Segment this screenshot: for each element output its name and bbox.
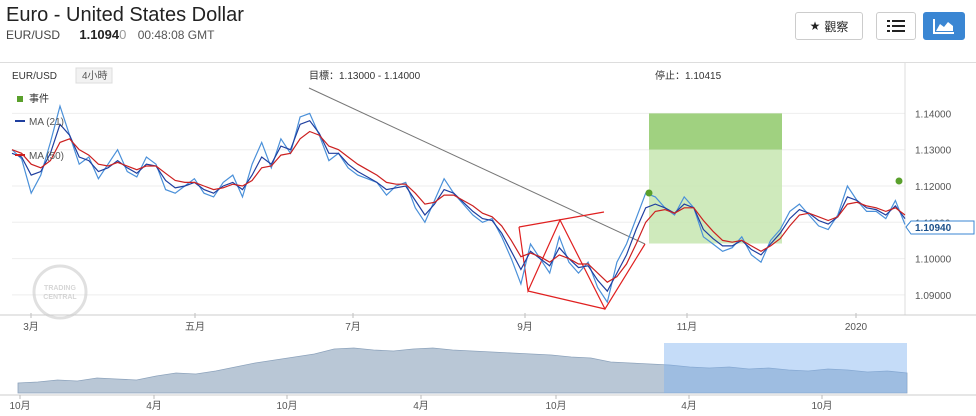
price-series-line — [11, 103, 906, 304]
x-tick-label: 9月 — [517, 321, 533, 333]
trend-line — [308, 87, 646, 245]
target-zone — [649, 113, 782, 150]
svg-text:CENTRAL: CENTRAL — [43, 294, 77, 301]
navigator[interactable]: 10月 4月 10月 4月 10月 4月 10月 — [9, 343, 908, 412]
y-tick-label: 1.13000 — [915, 146, 952, 157]
grid-lines — [12, 63, 906, 315]
area-chart-icon — [933, 19, 954, 34]
navigator-labels: 10月 4月 10月 4月 10月 4月 10月 — [9, 395, 833, 412]
quote-time: 00:48:08 GMT — [137, 28, 215, 42]
x-tick-label: 五月 — [185, 321, 205, 333]
interval-selector[interactable] — [75, 67, 113, 84]
list-view-button[interactable] — [876, 12, 916, 40]
svg-text:TRADING: TRADING — [44, 285, 76, 292]
chart-view-button[interactable] — [923, 12, 965, 40]
navigator-label: 4月 — [681, 400, 697, 412]
x-tick-label: 11月 — [677, 321, 697, 333]
y-tick-label: 1.10000 — [915, 255, 952, 266]
navigator-label: 10月 — [9, 400, 30, 412]
stop-zone — [649, 149, 782, 244]
star-icon: ★ — [809, 19, 821, 33]
last-price: 1.10940 — [79, 27, 126, 42]
pattern-upper-line — [518, 211, 605, 228]
quote-line: EUR/USD 1.10940 00:48:08 GMT — [6, 27, 214, 42]
current-price-marker: 1.10940 — [905, 220, 975, 235]
last-price-main: 1.1094 — [79, 27, 120, 42]
target-label: 目標：1.13000 - 1.14000 — [309, 69, 421, 82]
navigator-label: 10月 — [276, 400, 297, 412]
navigator-label: 4月 — [146, 400, 162, 412]
navigator-area — [17, 347, 908, 394]
navigator-range-selection[interactable] — [664, 343, 907, 393]
list-icon — [887, 20, 905, 32]
watch-label: 觀察 — [824, 19, 849, 34]
navigator-label: 10月 — [811, 400, 832, 412]
watermark-logo: TRADING CENTRAL — [32, 264, 88, 320]
navigator-label: 10月 — [545, 400, 566, 412]
stop-label: 停止：1.10415 — [655, 69, 722, 82]
last-price-dim: 0 — [119, 27, 127, 42]
legend-event: 事件 — [29, 92, 49, 105]
event-marker[interactable] — [645, 189, 653, 197]
legend-event-swatch — [17, 96, 23, 102]
header: Euro - United States Dollar EUR/USD 1.10… — [0, 0, 976, 63]
watch-button[interactable]: ★ 觀察 — [795, 12, 863, 40]
current-price-label: 1.10940 — [915, 223, 952, 234]
y-tick-label: 1.14000 — [915, 109, 952, 120]
x-tick-label: 7月 — [345, 321, 361, 333]
legend-ma50: MA (50) — [29, 151, 64, 162]
chart-symbol: EUR/USD — [12, 71, 57, 82]
interval-label: 4小時 — [82, 70, 108, 82]
pattern-zigzag — [518, 218, 646, 311]
x-axis-labels: 3月 五月 7月 9月 11月 2020 — [23, 313, 868, 333]
instrument-title: Euro - United States Dollar — [6, 4, 244, 26]
y-tick-label: 1.09000 — [915, 291, 952, 302]
ma50-series-line — [11, 130, 906, 283]
event-marker[interactable] — [895, 177, 903, 185]
x-tick-label: 2020 — [845, 322, 868, 333]
pattern-lower-line — [527, 290, 606, 310]
symbol-label: EUR/USD — [6, 28, 61, 42]
navigator-label: 4月 — [413, 400, 429, 412]
legend-ma21: MA (21) — [29, 117, 64, 128]
price-chart[interactable]: 1.140001.130001.120001.110001.100001.090… — [0, 63, 976, 416]
y-tick-label: 1.12000 — [915, 182, 952, 193]
x-tick-label: 3月 — [23, 321, 39, 333]
chart-legend: 事件 MA (21) MA (50) — [15, 92, 64, 162]
